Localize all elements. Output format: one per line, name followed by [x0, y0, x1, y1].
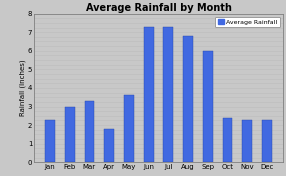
- Bar: [65, 106, 75, 162]
- Bar: [104, 129, 114, 162]
- Bar: [203, 51, 213, 162]
- Title: Average Rainfall by Month: Average Rainfall by Month: [86, 3, 231, 13]
- Bar: [45, 120, 55, 162]
- Bar: [163, 27, 173, 162]
- Bar: [242, 120, 252, 162]
- Bar: [124, 95, 134, 162]
- Legend: Average Rainfall: Average Rainfall: [215, 17, 280, 27]
- Bar: [84, 101, 94, 162]
- Bar: [262, 120, 272, 162]
- Bar: [223, 118, 233, 162]
- Bar: [144, 27, 154, 162]
- Y-axis label: Rainfall (Inches): Rainfall (Inches): [20, 60, 26, 116]
- Bar: [183, 36, 193, 162]
